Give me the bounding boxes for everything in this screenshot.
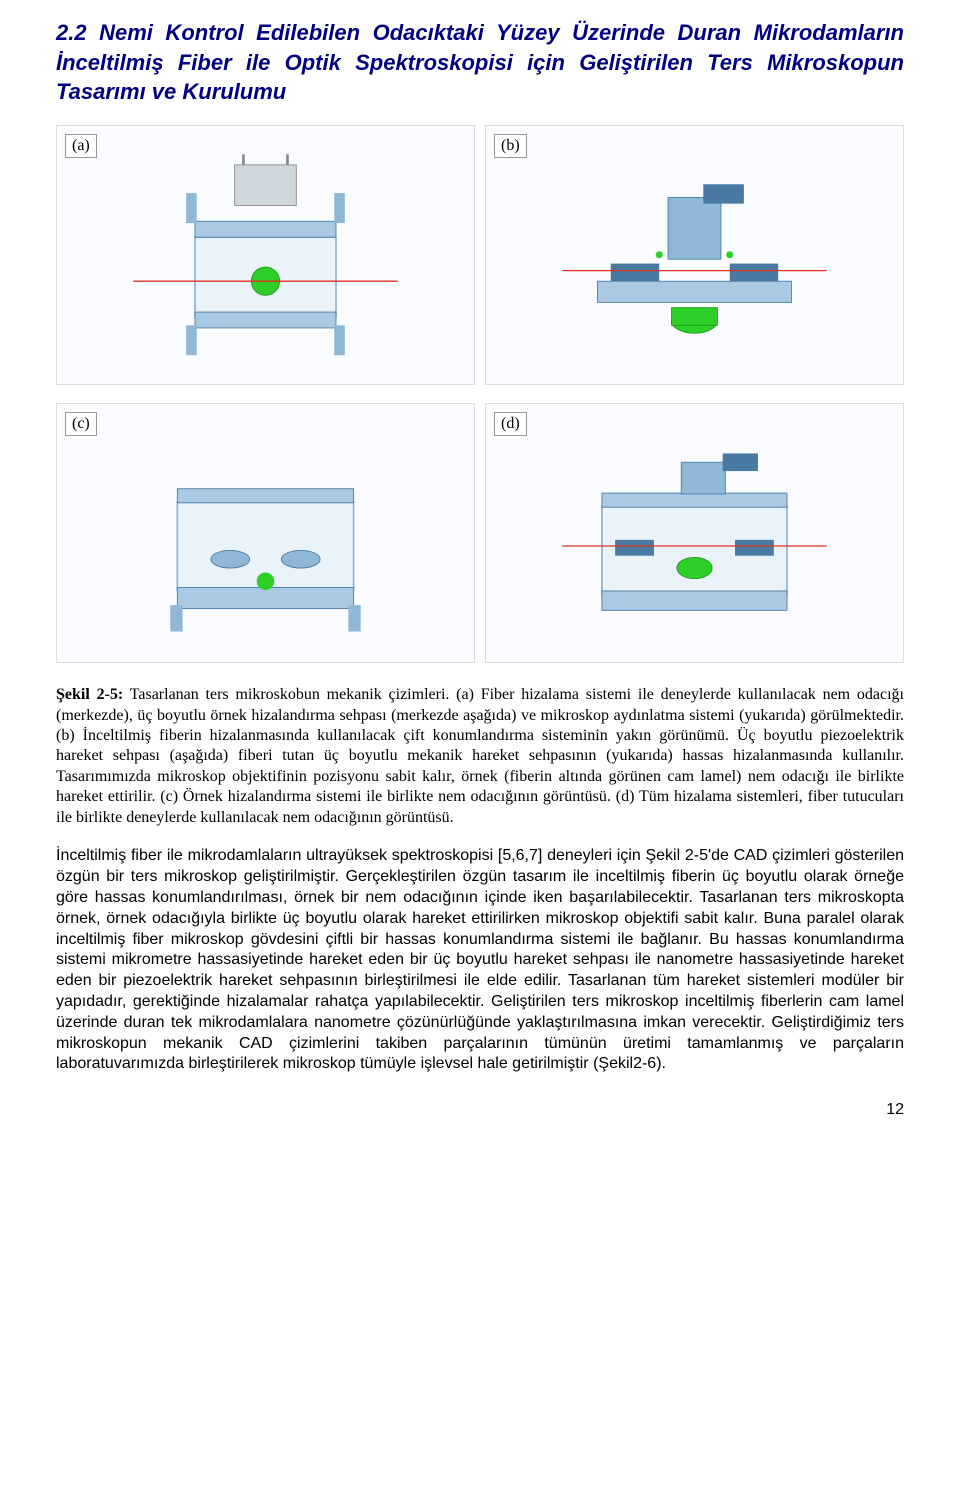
figure-label-b: (b) <box>494 134 527 158</box>
figure-grid: (a) (b) <box>56 125 904 663</box>
cad-diagram-b <box>511 149 878 361</box>
cad-diagram-a <box>82 149 449 361</box>
section-heading: 2.2 Nemi Kontrol Edilebilen Odacıktaki Y… <box>56 18 904 107</box>
body-paragraph: İnceltilmiş fiber ile mikrodamlaların ul… <box>56 846 904 1075</box>
figure-panel-b: (b) <box>485 125 904 385</box>
figure-label-c: (c) <box>65 412 97 436</box>
figure-caption: Şekil 2-5: Tasarlanan ters mikroskobun m… <box>56 685 904 828</box>
figure-label-d: (d) <box>494 412 527 436</box>
caption-body: Tasarlanan ters mikroskobun mekanik çizi… <box>56 686 904 826</box>
figure-label-a: (a) <box>65 134 97 158</box>
cad-diagram-c <box>82 427 449 639</box>
figure-panel-d: (d) <box>485 403 904 663</box>
cad-diagram-d <box>511 427 878 639</box>
caption-lead: Şekil 2-5: <box>56 686 123 703</box>
figure-panel-c: (c) <box>56 403 475 663</box>
page-number: 12 <box>56 1101 904 1119</box>
figure-panel-a: (a) <box>56 125 475 385</box>
